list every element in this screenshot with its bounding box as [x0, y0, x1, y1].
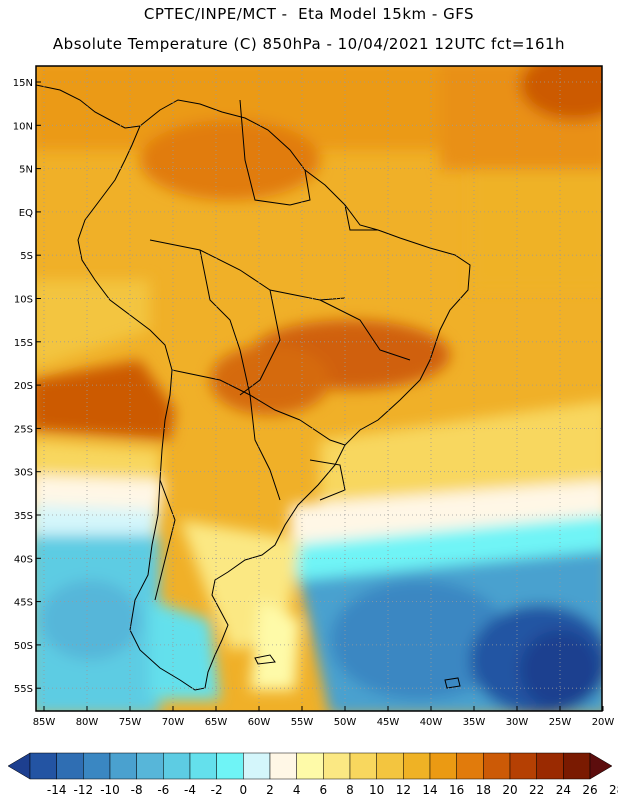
- colorbar-swatch: [296, 752, 324, 780]
- colorbar-swatch: [323, 752, 351, 780]
- lon-tick-label: 50W: [334, 717, 357, 728]
- colorbar-tick-label: 20: [502, 783, 517, 797]
- colorbar-swatch: [269, 752, 297, 780]
- lon-tick-label: 25W: [549, 717, 572, 728]
- colorbar-tick-label: 16: [449, 783, 464, 797]
- lat-tick-label: 50S: [14, 641, 33, 652]
- lat-tick-label: 45S: [14, 598, 33, 609]
- lon-tick-label: 35W: [463, 717, 486, 728]
- map-frame: [35, 65, 603, 712]
- lat-tick-label: 25S: [14, 424, 33, 435]
- colorbar-swatch: [483, 752, 511, 780]
- colorbar-swatch: [429, 752, 457, 780]
- colorbar-tick-label: 2: [266, 783, 274, 797]
- colorbar-tick-label: 28: [609, 783, 618, 797]
- colorbar-tick-label: 14: [422, 783, 437, 797]
- colorbar-tick-label: -14: [47, 783, 67, 797]
- colorbar-tick-label: 4: [293, 783, 301, 797]
- lat-tick-label: 5S: [20, 251, 33, 262]
- colorbar-swatch: [349, 752, 377, 780]
- colorbar-swatch: [536, 752, 564, 780]
- lat-tick-label: 10S: [14, 295, 33, 306]
- colorbar-tick-label: -2: [211, 783, 223, 797]
- lat-tick-label: 55S: [14, 684, 33, 695]
- lon-tick-label: 60W: [248, 717, 271, 728]
- colorbar-swatch: [29, 752, 57, 780]
- colorbar-swatch: [216, 752, 244, 780]
- colorbar-swatch: [83, 752, 111, 780]
- colorbar-tick-label: -10: [100, 783, 120, 797]
- lat-tick-label: 10N: [13, 121, 33, 132]
- colorbar-tick-label: 22: [529, 783, 544, 797]
- coastlines: [36, 84, 471, 691]
- lon-tick-label: 55W: [291, 717, 314, 728]
- colorbar-tick-label: 6: [320, 783, 328, 797]
- longitude-axis: 85W 80W 75W 70W 65W 60W 55W 50W 45W 40W 35W 30W 25W 2…: [33, 717, 615, 728]
- lat-tick-label: 15S: [14, 338, 33, 349]
- map-subtitle: Absolute Temperature (C) 850hPa - 10/04/…: [52, 35, 566, 53]
- lon-tick-label: 70W: [162, 717, 185, 728]
- colorbar-swatch: [163, 752, 191, 780]
- colorbar-labels: -14 -12 -10 -8 -6 -4 -2 0 2 4 6 8 10 12 14 16 18 20 22 24 26…: [47, 783, 618, 797]
- colorbar-tick-label: -4: [184, 783, 196, 797]
- colorbar-swatch: [109, 752, 137, 780]
- colorbar-swatch: [509, 752, 537, 780]
- colorbar-tick-label: 12: [396, 783, 411, 797]
- colorbar-tick-label: 26: [582, 783, 597, 797]
- lon-tick-label: 20W: [592, 717, 615, 728]
- lon-tick-label: 45W: [377, 717, 400, 728]
- colorbar-swatch: [189, 752, 217, 780]
- lat-tick-label: 15N: [13, 78, 33, 89]
- colorbar: [7, 752, 613, 780]
- lon-tick-label: 75W: [119, 717, 142, 728]
- lat-tick-label: 5N: [19, 165, 33, 176]
- colorbar-swatch: [403, 752, 431, 780]
- colorbar-tick-label: -6: [157, 783, 169, 797]
- colorbar-max-arrow: [589, 752, 613, 780]
- colorbar-swatch: [563, 752, 591, 780]
- lat-tick-label: 20S: [14, 381, 33, 392]
- colorbar-tick-label: 10: [369, 783, 384, 797]
- lon-tick-label: 85W: [33, 717, 56, 728]
- colorbar-swatch: [136, 752, 164, 780]
- lon-tick-label: 65W: [205, 717, 228, 728]
- lat-tick-label: EQ: [19, 208, 33, 219]
- colorbar-tick-label: -8: [131, 783, 143, 797]
- lat-tick-label: 30S: [14, 468, 33, 479]
- colorbar-min-arrow: [7, 752, 31, 780]
- temperature-field: [36, 66, 602, 711]
- colorbar-tick-label: 0: [240, 783, 248, 797]
- latitude-axis: 15N 10N 5N EQ 5S 10S 15S 20S 25S 30S 35S 40S 45S 50S 5…: [13, 78, 33, 695]
- colorbar-swatch: [56, 752, 84, 780]
- map-title: CPTEC/INPE/MCT - Eta Model 15km - GFS: [143, 5, 475, 23]
- lon-tick-label: 30W: [506, 717, 529, 728]
- lon-tick-label: 40W: [420, 717, 443, 728]
- lon-tick-label: 80W: [76, 717, 99, 728]
- colorbar-swatch: [243, 752, 271, 780]
- colorbar-swatch: [456, 752, 484, 780]
- lat-tick-label: 35S: [14, 511, 33, 522]
- colorbar-swatch: [376, 752, 404, 780]
- colorbar-tick-label: 24: [556, 783, 571, 797]
- colorbar-tick-label: 18: [476, 783, 491, 797]
- lat-tick-label: 40S: [14, 554, 33, 565]
- colorbar-tick-label: 8: [346, 783, 354, 797]
- colorbar-tick-label: -12: [74, 783, 94, 797]
